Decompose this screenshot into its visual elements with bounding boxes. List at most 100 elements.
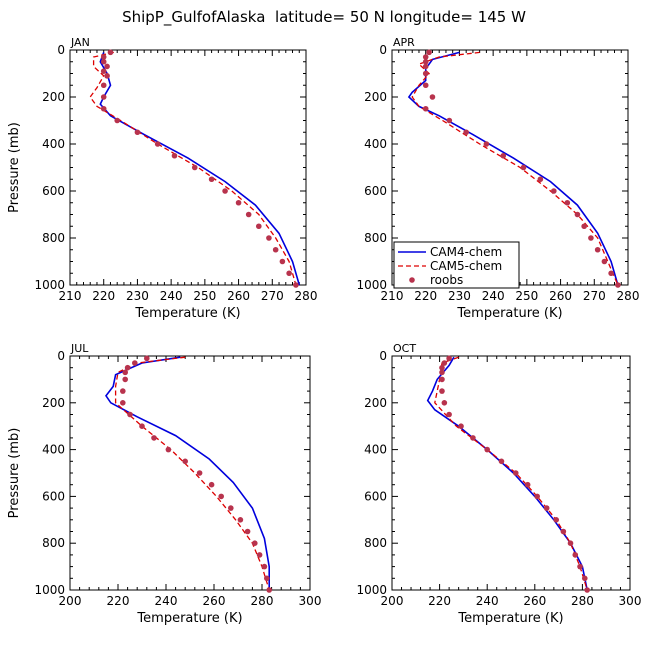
figure-title: ShipP_GulfofAlaska latitude= 50 N longit…	[122, 8, 526, 27]
x-axis-label: Temperature (K)	[456, 306, 562, 321]
y-axis-label: Pressure (mb)	[7, 122, 22, 213]
legend-swatch-roobs	[409, 277, 415, 283]
legend-label: CAM4-chem	[430, 245, 502, 259]
cam4-chem-line	[105, 356, 270, 590]
cam5-chem-line	[89, 51, 297, 286]
roobs-point	[572, 552, 579, 558]
legend-label: roobs	[430, 273, 463, 287]
roobs-point	[114, 117, 120, 124]
y-tick-label: 600	[42, 489, 65, 503]
roobs-point	[484, 446, 491, 453]
y-tick-label: 200	[42, 90, 65, 104]
plot-frame	[69, 355, 311, 591]
roobs-point	[588, 235, 594, 241]
roobs-point	[470, 435, 476, 441]
y-tick-label: 1000	[34, 278, 65, 292]
roobs-point	[127, 411, 133, 418]
x-tick-label: 260	[227, 289, 250, 303]
roobs-point	[261, 563, 268, 570]
panel-jan: 210 220 230 240 250 260 270 280 0 200 400 600 800 100…	[7, 36, 317, 321]
roobs-point	[446, 355, 452, 362]
x-axis-label: Temperature (K)	[136, 611, 242, 626]
x-tick-label: 250	[193, 289, 216, 303]
y-tick-label: 400	[42, 137, 65, 151]
roobs-point	[228, 505, 234, 511]
x-tick-label: 240	[482, 289, 505, 303]
x-axis-label: Temperature (K)	[457, 611, 563, 626]
roobs-point	[564, 199, 571, 206]
roobs-point	[104, 63, 110, 70]
y-tick-label: 600	[364, 489, 387, 503]
roobs-point	[122, 369, 128, 376]
roobs-point	[266, 235, 272, 241]
x-tick-label: 300	[619, 594, 642, 608]
x-tick-label: 230	[126, 289, 149, 303]
roobs-point	[245, 211, 252, 218]
roobs-point	[244, 528, 251, 535]
x-tick-label: 200	[381, 594, 404, 608]
roobs-point	[520, 164, 527, 171]
roobs-point	[208, 481, 215, 488]
x-tick-label: 280	[571, 594, 594, 608]
roobs-point	[446, 411, 452, 418]
roobs-point	[100, 94, 107, 100]
cam4-chem-line	[426, 356, 588, 591]
legend-box	[393, 241, 520, 289]
roobs-point	[122, 376, 128, 383]
roobs-point	[182, 458, 188, 465]
roobs-point	[422, 105, 429, 112]
x-tick-label: 260	[203, 594, 226, 608]
cam5-chem-line	[114, 356, 270, 591]
cam5-chem-line	[411, 51, 619, 286]
x-tick-label: 260	[523, 594, 546, 608]
roobs-point	[191, 164, 198, 171]
x-tick-label: 280	[295, 289, 318, 303]
roobs-point	[463, 129, 469, 136]
y-tick-label: 800	[364, 231, 387, 245]
y-tick-label: 1000	[356, 583, 387, 597]
roobs-point	[266, 587, 273, 593]
roobs-point	[439, 369, 445, 376]
roobs-point	[422, 63, 429, 70]
roobs-point	[422, 58, 429, 65]
roobs-point	[524, 481, 531, 488]
roobs-point	[132, 360, 138, 366]
x-tick-label: 250	[515, 289, 538, 303]
roobs-point	[272, 246, 279, 253]
roobs-point	[134, 129, 141, 136]
roobs-point	[574, 211, 581, 218]
y-tick-label: 600	[42, 184, 65, 198]
panel-apr: 210 220 230 240 250 260 270 280 0 200 400 600 800 100…	[356, 36, 639, 321]
roobs-point	[498, 458, 505, 465]
y-tick-label: 600	[364, 184, 387, 198]
roobs-point	[154, 141, 161, 147]
x-tick-label: 230	[448, 289, 471, 303]
roobs-point	[512, 470, 519, 476]
roobs-point	[235, 199, 242, 206]
roobs-point	[196, 470, 203, 476]
roobs-point	[237, 517, 244, 523]
roobs-point	[439, 388, 445, 394]
roobs-point	[458, 423, 464, 430]
roobs-point	[553, 517, 560, 523]
x-tick-label: 240	[160, 289, 183, 303]
roobs-point	[165, 446, 172, 453]
x-tick-label: 280	[617, 289, 640, 303]
roobs-point	[120, 388, 126, 394]
legend-label: CAM5-chem	[430, 259, 502, 273]
y-tick-label: 0	[379, 43, 387, 57]
roobs-point	[222, 188, 228, 194]
y-tick-label: 400	[364, 443, 387, 457]
roobs-point	[426, 49, 432, 56]
roobs-point	[560, 528, 567, 535]
panel-label: JUL	[70, 342, 89, 355]
roobs-point	[429, 94, 436, 100]
roobs-point	[422, 54, 429, 60]
x-tick-label: 220	[428, 594, 451, 608]
y-tick-label: 0	[57, 349, 65, 363]
x-tick-label: 270	[261, 289, 284, 303]
roobs-point	[279, 258, 286, 265]
x-tick-label: 220	[414, 289, 437, 303]
y-axis-label: Pressure (mb)	[7, 428, 22, 519]
